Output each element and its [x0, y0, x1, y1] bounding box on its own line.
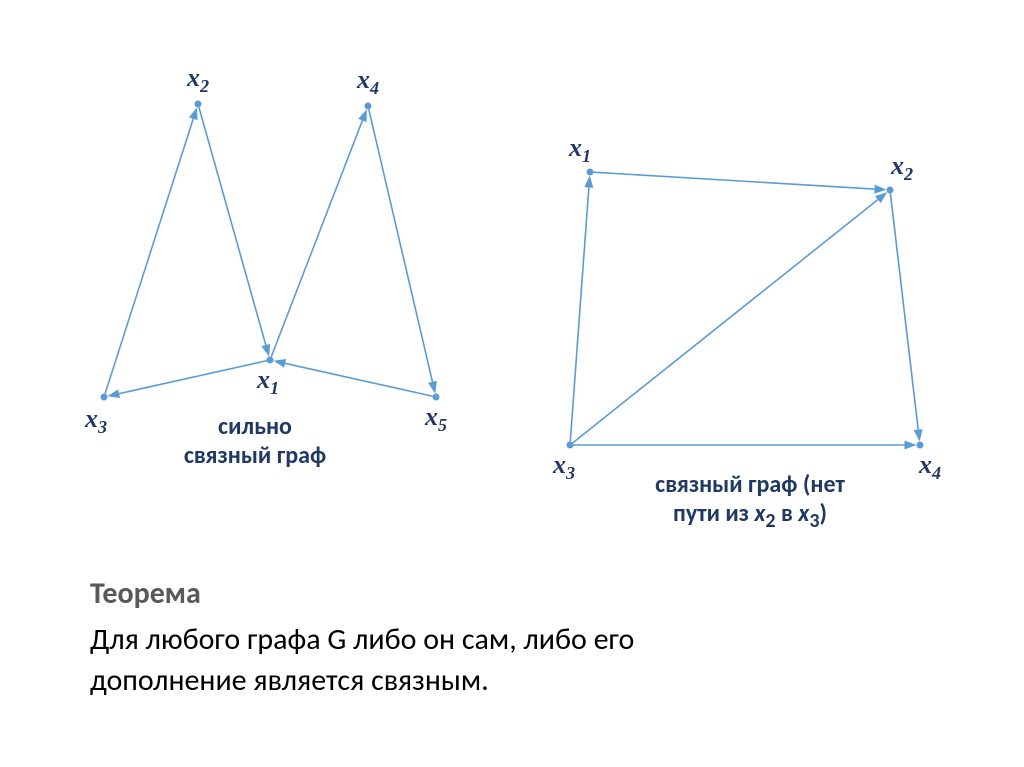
edge-x3-x1: [570, 181, 589, 441]
node-label-x4: x4: [357, 65, 379, 99]
node-label-x3: x3: [85, 404, 107, 438]
node-label-x1: x1: [257, 365, 279, 399]
node-x4: [917, 442, 924, 449]
node-label-x1: x1: [569, 133, 591, 167]
theorem-body: Для любого графа G либо он сам, либо его…: [90, 620, 634, 701]
edge-x3-x2: [573, 196, 883, 443]
arrowhead-x3-x1: [584, 175, 593, 187]
node-label-x2: x2: [187, 63, 209, 97]
arrowhead-x1-x2: [874, 185, 886, 194]
node-label-x4: x4: [919, 450, 941, 484]
node-label-x2: x2: [891, 151, 913, 185]
slide-canvas: сильносвязный граф связный граф (нетпути…: [0, 0, 1024, 767]
arrowhead-x2-x4: [914, 429, 923, 441]
arrowhead-x3-x2: [875, 192, 887, 203]
edge-x2-x4: [890, 193, 918, 435]
arrowhead-x3-x4: [905, 441, 917, 450]
node-x2: [887, 187, 894, 194]
edge-x1-x2: [593, 172, 880, 189]
theorem-title: Теорема: [90, 575, 201, 612]
node-x3: [567, 442, 574, 449]
node-x1: [587, 169, 594, 176]
graph-right-caption: связный граф (нетпути из x2 в x3): [655, 471, 845, 533]
graph-left-caption: сильносвязный граф: [184, 413, 326, 471]
node-label-x5: x5: [425, 402, 447, 436]
node-label-x3: x3: [553, 450, 575, 484]
